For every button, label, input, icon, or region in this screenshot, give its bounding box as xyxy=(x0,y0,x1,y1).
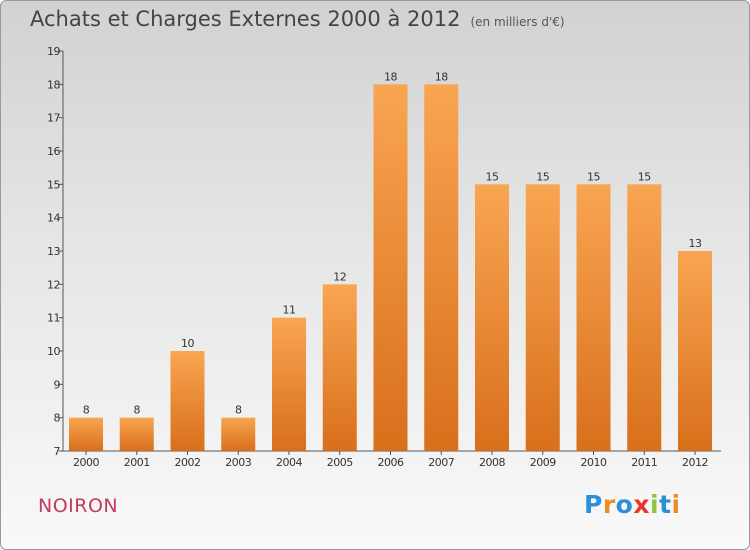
bar-value-label: 8 xyxy=(83,404,90,417)
x-tick-label: 2011 xyxy=(631,456,657,469)
x-tick-label: 2003 xyxy=(225,456,251,469)
bar-value-label: 15 xyxy=(486,170,499,183)
y-tick-label: 10 xyxy=(47,345,60,358)
bar xyxy=(475,184,509,452)
x-tick-label: 2005 xyxy=(327,456,353,469)
logo-letter: o xyxy=(615,490,634,519)
logo-letter: P xyxy=(584,490,603,519)
y-tick-label: 12 xyxy=(47,278,60,291)
bar xyxy=(221,417,256,451)
bar xyxy=(525,184,560,452)
x-tick-label: 2001 xyxy=(124,456,150,469)
bar-value-label: 12 xyxy=(333,270,346,283)
y-tick-label: 13 xyxy=(47,245,60,258)
y-tick-label: 8 xyxy=(54,412,61,425)
x-tick-label: 2006 xyxy=(378,456,404,469)
chart-labels: 8 2000 8 2001 10 2002 8 2003 11 2004 12 2005 18 2006 1… xyxy=(73,70,709,469)
y-tick-label: 17 xyxy=(47,112,60,125)
x-tick-label: 2000 xyxy=(73,456,99,469)
logo-letter: i xyxy=(650,490,660,519)
bar-value-label: 13 xyxy=(689,237,702,250)
chart-title: Achats et Charges Externes 2000 à 2012 (e… xyxy=(30,7,565,31)
y-tick-label: 16 xyxy=(47,145,60,158)
bar-value-label: 18 xyxy=(435,70,448,83)
logo-letter: r xyxy=(602,490,616,519)
logo-letter: t xyxy=(659,490,672,519)
bar xyxy=(576,184,611,452)
y-tick-label: 14 xyxy=(47,212,60,225)
bar-value-label: 10 xyxy=(181,337,194,350)
commune-name: NOIRON xyxy=(38,495,119,517)
bar-value-label: 15 xyxy=(587,170,600,183)
y-tick-label: 11 xyxy=(47,312,60,325)
bar-value-label: 11 xyxy=(283,304,296,317)
bar-value-label: 18 xyxy=(384,70,397,83)
bar-value-label: 15 xyxy=(536,170,549,183)
x-tick-label: 2012 xyxy=(682,456,708,469)
y-tick-label: 7 xyxy=(54,445,61,458)
title-text: Achats et Charges Externes 2000 à 2012 xyxy=(30,7,461,31)
logo-letter: i xyxy=(671,490,681,519)
bar xyxy=(69,417,103,451)
chart-bars xyxy=(69,84,712,452)
x-tick-label: 2002 xyxy=(175,456,201,469)
y-tick-label: 15 xyxy=(47,178,60,191)
bar xyxy=(119,417,154,451)
x-tick-label: 2008 xyxy=(479,456,505,469)
bar-value-label: 8 xyxy=(134,404,141,417)
x-tick-label: 2004 xyxy=(276,456,302,469)
y-tick-label: 18 xyxy=(47,78,60,91)
x-tick-label: 2010 xyxy=(581,456,607,469)
bar xyxy=(627,184,662,452)
proxiti-logo: Proxiti xyxy=(584,490,681,519)
bar xyxy=(272,317,306,451)
y-tick-label: 19 xyxy=(47,45,60,58)
title-unit: (en milliers d'€) xyxy=(470,15,565,29)
x-tick-label: 2009 xyxy=(530,456,556,469)
logo-letter: x xyxy=(633,490,650,519)
bar-value-label: 8 xyxy=(235,404,242,417)
bar xyxy=(322,284,357,451)
x-tick-label: 2007 xyxy=(428,456,454,469)
bar xyxy=(373,84,408,451)
bar-value-label: 15 xyxy=(638,170,651,183)
bar xyxy=(170,351,205,451)
bar xyxy=(424,84,459,451)
bar xyxy=(678,251,712,451)
y-tick-label: 9 xyxy=(54,378,61,391)
